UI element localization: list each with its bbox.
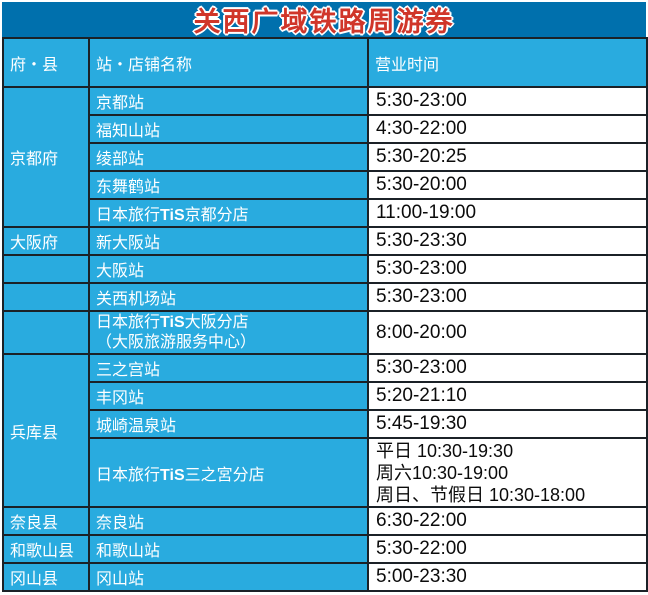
station-cell: 东舞鹤站 <box>88 170 369 200</box>
table-row: 京都府 京都站 5:30-23:00 <box>2 86 648 228</box>
shop-name-prefix: 日本旅行 <box>96 207 161 224</box>
shop-name-prefix: 日本旅行 <box>96 313 161 331</box>
table-row: 大阪站 5:30-23:00 <box>2 254 648 284</box>
table-row: 奈良县 奈良站 6:30-22:00 <box>2 506 648 536</box>
hours-cell: 8:00-20:00 <box>367 310 648 355</box>
station-cell: 冈山站 <box>88 562 369 592</box>
station-cell: 城崎温泉站 <box>88 409 369 439</box>
page-title: 关西广域铁路周游券 <box>193 7 455 37</box>
station-cell: 绫部站 <box>88 142 369 172</box>
table-row: 兵库县 三之宫站 5:30-23:00 <box>2 353 648 508</box>
hours-cell: 5:30-23:00 <box>367 254 648 284</box>
prefecture-cell: 奈良县 <box>2 506 90 536</box>
header-hours: 营业时间 <box>367 37 648 88</box>
shop-name-prefix: 日本旅行 <box>96 466 161 484</box>
station-cell: 关西机场站 <box>88 282 369 312</box>
prefecture-cell-empty <box>2 310 90 355</box>
hours-cell: 5:20-21:10 <box>367 381 648 411</box>
hours-line-saturday: 周六10:30-19:00 <box>376 462 509 483</box>
hours-line-weekday: 平日 10:30-19:30 <box>376 440 514 461</box>
operating-hours-table: 府・县 站・店铺名称 营业时间 京都府 京都站 5:30-23:00 福知山站 … <box>2 37 648 592</box>
hours-line-sunday-holiday: 周日、节假日 10:30-18:00 <box>376 484 586 505</box>
table-row: 日本旅行TiS京都分店 11:00-19:00 <box>3 198 648 228</box>
hours-cell: 5:30-23:00 <box>367 86 648 116</box>
shop-name-line1: 日本旅行TiS大阪分店 <box>96 313 366 333</box>
shop-cell: 日本旅行TiS三之宮分店 <box>88 437 369 508</box>
shop-name-suffix: 三之宮分店 <box>184 466 265 484</box>
shop-name-suffix: 大阪分店 <box>184 313 249 331</box>
hours-cell: 5:30-23:00 <box>367 353 648 383</box>
station-cell: 奈良站 <box>88 506 369 536</box>
prefecture-cell: 兵库县 <box>2 353 90 508</box>
station-cell: 和歌山站 <box>88 534 369 564</box>
shop-name-suffix: 京都分店 <box>184 207 249 224</box>
hours-cell-multiline: 平日 10:30-19:30 周六10:30-19:00 周日、节假日 10:3… <box>367 437 648 508</box>
header-station-shop: 站・店铺名称 <box>88 37 369 88</box>
station-cell: 福知山站 <box>88 114 369 144</box>
prefecture-cell: 大阪府 <box>2 226 90 256</box>
header-prefecture: 府・县 <box>2 37 90 88</box>
shop-name-tis: TiS <box>160 207 185 224</box>
table-row: 福知山站 4:30-22:00 <box>3 114 648 144</box>
table-row: 冈山县 冈山站 5:00-23:30 <box>2 562 648 592</box>
title-bar: 关西广域铁路周游券 <box>2 2 646 37</box>
hours-cell: 4:30-22:00 <box>367 114 648 144</box>
hours-cell: 5:00-23:30 <box>367 562 648 592</box>
prefecture-cell-empty <box>2 254 90 284</box>
table-row: 城崎温泉站 5:45-19:30 <box>3 409 648 439</box>
hours-cell: 5:30-20:25 <box>367 142 648 172</box>
station-cell: 丰冈站 <box>88 381 369 411</box>
hours-cell: 5:30-20:00 <box>367 170 648 200</box>
station-cell: 三之宫站 <box>88 353 369 383</box>
hours-cell: 5:45-19:30 <box>367 409 648 439</box>
station-cell: 大阪站 <box>88 254 369 284</box>
prefecture-cell-empty <box>2 282 90 312</box>
shop-cell: 日本旅行TiS大阪分店 （大阪旅游服务中心） <box>88 310 369 355</box>
hours-cell: 5:30-23:00 <box>367 282 648 312</box>
station-cell: 新大阪站 <box>88 226 369 256</box>
prefecture-cell: 冈山县 <box>2 562 90 592</box>
table-row: 大阪府 新大阪站 5:30-23:30 <box>2 226 648 256</box>
table-row: 日本旅行TiS大阪分店 （大阪旅游服务中心） 8:00-20:00 <box>2 310 648 355</box>
hours-cell: 5:30-22:00 <box>367 534 648 564</box>
hours-cell: 5:30-23:30 <box>367 226 648 256</box>
shop-name-line2: （大阪旅游服务中心） <box>96 333 257 351</box>
shop-name-tis: TiS <box>160 466 185 484</box>
prefecture-cell: 和歌山县 <box>2 534 90 564</box>
table-row: 关西机场站 5:30-23:00 <box>2 282 648 312</box>
shop-name-tis: TiS <box>160 313 185 331</box>
table-row: 绫部站 5:30-20:25 <box>3 142 648 172</box>
table-header-row: 府・县 站・店铺名称 营业时间 <box>2 37 648 88</box>
table-row: 丰冈站 5:20-21:10 <box>3 381 648 411</box>
hours-cell: 6:30-22:00 <box>367 506 648 536</box>
hours-cell: 11:00-19:00 <box>367 198 648 228</box>
shop-cell: 日本旅行TiS京都分店 <box>88 198 369 228</box>
prefecture-cell: 京都府 <box>2 86 90 228</box>
table-row: 日本旅行TiS三之宮分店 平日 10:30-19:30 周六10:30-19:0… <box>3 437 648 508</box>
table-row: 东舞鹤站 5:30-20:00 <box>3 170 648 200</box>
table-row: 和歌山县 和歌山站 5:30-22:00 <box>2 534 648 564</box>
station-cell: 京都站 <box>88 86 369 116</box>
